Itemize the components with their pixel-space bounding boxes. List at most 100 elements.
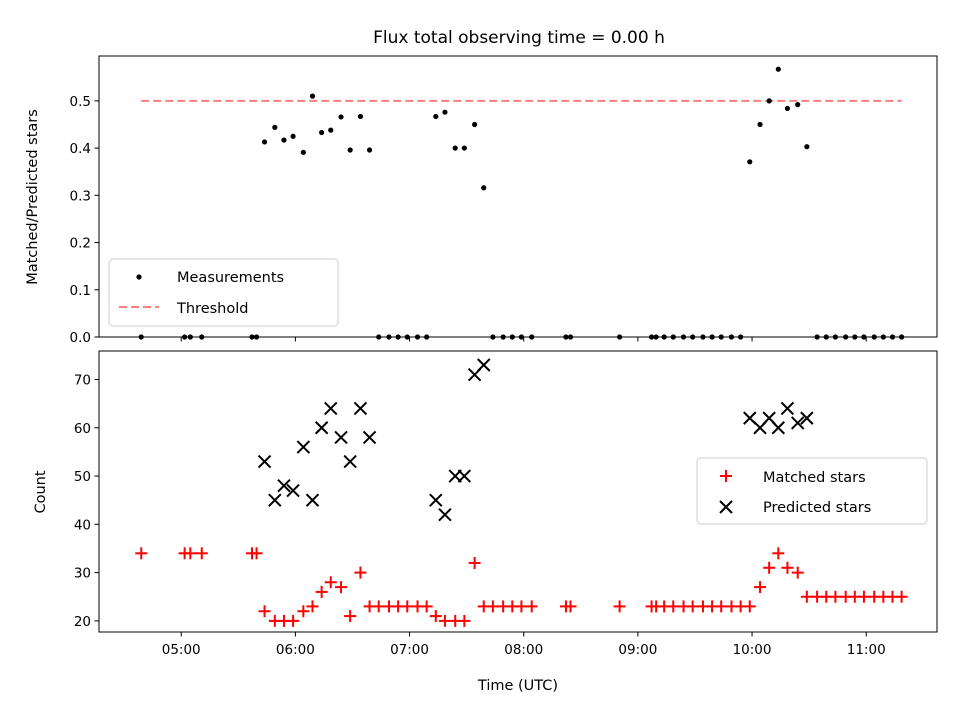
matched-stars-point bbox=[486, 600, 499, 613]
predicted-stars-point bbox=[780, 401, 795, 416]
measurement-point bbox=[795, 102, 801, 108]
count-plot-frame bbox=[98, 350, 938, 633]
count-legend-box bbox=[696, 457, 928, 525]
matched-stars-point bbox=[354, 566, 367, 579]
matched-stars-point bbox=[895, 590, 908, 603]
ratio-plot-frame bbox=[98, 55, 938, 338]
matched-stars-point bbox=[715, 600, 728, 613]
measurement-point bbox=[366, 147, 373, 153]
predicted-stars-point bbox=[791, 416, 805, 430]
matched-stars-point bbox=[287, 614, 300, 627]
y-tick-label: 30 bbox=[74, 566, 91, 582]
y-tick-label: 0.1 bbox=[70, 283, 91, 299]
y-tick-label: 0.5 bbox=[70, 94, 91, 110]
matched-stars-point bbox=[564, 600, 577, 613]
predicted-stars-point bbox=[314, 421, 329, 435]
ratio-y-axis-label: Matched/Predicted stars bbox=[25, 109, 41, 285]
matched-stars-point bbox=[335, 581, 348, 594]
measurement-point bbox=[472, 121, 478, 128]
predicted-stars-point bbox=[429, 493, 443, 507]
measurement-point bbox=[766, 98, 772, 104]
matched-stars-point bbox=[344, 610, 357, 623]
matched-stars-point bbox=[800, 590, 813, 603]
measurement-point bbox=[338, 114, 344, 120]
ratio-legend-box bbox=[108, 258, 339, 327]
matched-stars-point bbox=[515, 600, 528, 613]
measurement-point bbox=[452, 145, 458, 151]
predicted-stars-point bbox=[343, 454, 357, 469]
count-series-group bbox=[135, 358, 908, 627]
ratio-y-ticks: 0.0 0.1 0.2 0.3 0.4 0.5 bbox=[70, 94, 99, 346]
matched-stars-point bbox=[458, 614, 471, 627]
legend-measurements-label: Measurements bbox=[177, 270, 284, 286]
matched-stars-point bbox=[754, 581, 767, 594]
legend-dot-marker bbox=[136, 274, 142, 280]
matched-stars-point bbox=[743, 600, 756, 613]
measurement-point bbox=[328, 127, 334, 133]
measurement-point bbox=[784, 105, 791, 112]
predicted-stars-point bbox=[477, 358, 491, 372]
y-tick-label: 50 bbox=[74, 469, 91, 485]
x-tick-label: 09:00 bbox=[618, 642, 657, 658]
matched-stars-point bbox=[438, 614, 451, 627]
legend-threshold-label: Threshold bbox=[176, 301, 248, 317]
legend-plus-marker bbox=[720, 470, 732, 482]
y-tick-label: 0.3 bbox=[70, 188, 91, 204]
ratio-legend: Measurements Threshold bbox=[108, 258, 339, 327]
y-tick-label: 0.4 bbox=[70, 141, 91, 157]
matched-stars-point bbox=[468, 556, 481, 569]
measurement-point bbox=[290, 133, 296, 139]
measurement-point bbox=[804, 144, 810, 150]
y-tick-label: 60 bbox=[74, 421, 91, 437]
predicted-stars-point bbox=[362, 430, 377, 445]
predicted-stars-point bbox=[324, 401, 338, 416]
measurement-point bbox=[481, 185, 487, 191]
matched-stars-point bbox=[135, 547, 148, 560]
predicted-stars-point bbox=[286, 483, 300, 498]
matched-stars-point bbox=[525, 600, 538, 613]
y-tick-label: 20 bbox=[74, 614, 91, 630]
legend-matched-label: Matched stars bbox=[763, 470, 866, 486]
matched-stars-point bbox=[324, 576, 337, 589]
measurement-point bbox=[461, 145, 467, 151]
y-tick-label: 0.0 bbox=[70, 330, 91, 346]
predicted-stars-point bbox=[353, 401, 368, 416]
measurement-point bbox=[281, 137, 287, 143]
matched-stars-point bbox=[857, 590, 870, 603]
matched-stars-point bbox=[315, 585, 328, 598]
matched-stars-point bbox=[686, 600, 699, 613]
matched-stars-point bbox=[250, 547, 263, 560]
matched-stars-point bbox=[667, 600, 680, 613]
measurement-point bbox=[357, 113, 364, 120]
predicted-stars-point bbox=[457, 469, 472, 483]
x-axis-label: Time (UTC) bbox=[477, 678, 558, 694]
count-legend: Matched stars Predicted stars bbox=[696, 457, 928, 525]
matched-stars-point bbox=[791, 566, 804, 579]
y-tick-label: 0.2 bbox=[70, 236, 91, 252]
count-x-ticks: 05:00 06:00 07:00 08:00 09:00 10:00 11:00 bbox=[162, 632, 886, 658]
predicted-stars-point bbox=[771, 421, 786, 435]
count-panel: 20 30 40 50 60 70 05:00 06:00 07:00 08:00 09:00 10… bbox=[33, 350, 938, 694]
matched-stars-point bbox=[763, 561, 776, 574]
predicted-stars-point bbox=[800, 411, 814, 425]
matched-stars-point bbox=[772, 547, 785, 560]
measurement-point bbox=[319, 129, 325, 136]
matched-stars-point bbox=[781, 561, 794, 574]
matched-stars-point bbox=[429, 610, 442, 623]
x-tick-label: 10:00 bbox=[733, 642, 772, 658]
ratio-x-ticks bbox=[180, 337, 867, 342]
predicted-stars-point bbox=[257, 454, 272, 469]
x-tick-label: 06:00 bbox=[276, 642, 315, 658]
matched-stars-point bbox=[306, 600, 319, 613]
matched-stars-point bbox=[258, 605, 271, 618]
predicted-stars-point bbox=[334, 430, 348, 445]
x-tick-label: 11:00 bbox=[847, 642, 886, 658]
measurement-point bbox=[442, 109, 448, 115]
matched-stars-point bbox=[372, 600, 385, 613]
measurement-point bbox=[272, 124, 278, 130]
matched-stars-point bbox=[195, 547, 208, 560]
measurement-point bbox=[261, 139, 268, 145]
x-tick-label: 05:00 bbox=[162, 642, 201, 658]
predicted-stars-point bbox=[438, 507, 452, 522]
